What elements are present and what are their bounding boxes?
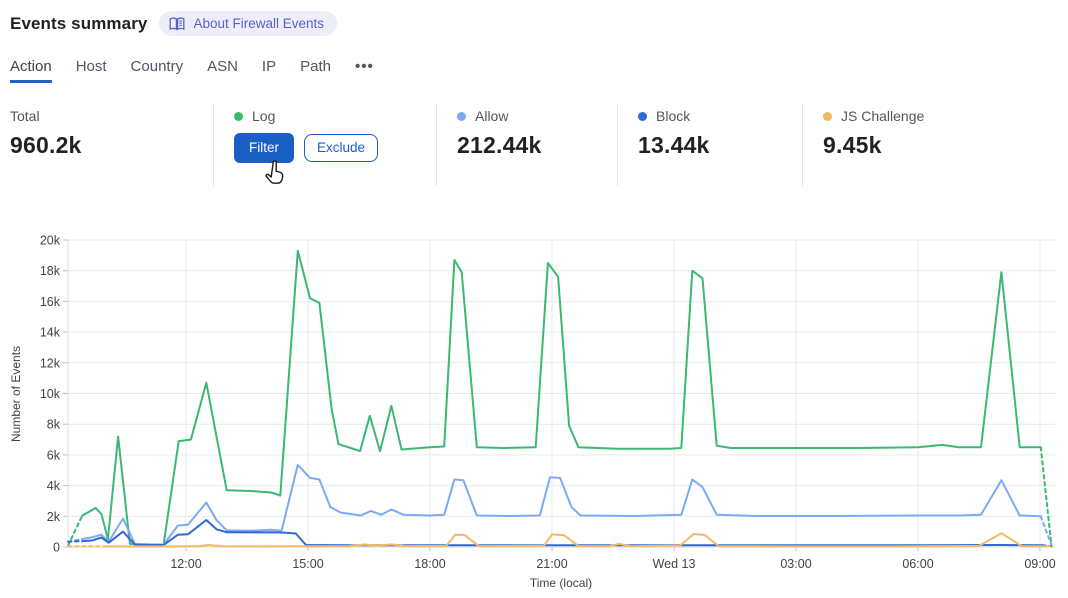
stat-allow[interactable]: Allow 212.44k [436, 104, 617, 186]
x-tick-label: 18:00 [414, 557, 445, 571]
series-allow-line [81, 463, 1042, 546]
series-block-dashed-segment [1041, 544, 1053, 548]
log-legend-dot-icon [234, 111, 243, 121]
series-js-challenge-line [103, 532, 1052, 548]
stat-total-value: 960.2k [10, 132, 82, 158]
y-tick-label: 0 [53, 541, 60, 555]
stat-js-challenge[interactable]: JS Challenge 9.45k [802, 104, 1068, 186]
y-tick-label: 20k [40, 234, 61, 248]
y-tick-label: 4k [47, 479, 61, 493]
series-log-line [81, 249, 1042, 546]
stat-total-header: Total [10, 108, 213, 124]
y-tick-label: 12k [40, 356, 61, 370]
tab-action[interactable]: Action [10, 58, 52, 83]
stat-log-header: Log [234, 108, 436, 124]
page-title: Events summary [10, 13, 148, 33]
js-challenge-legend-dot-icon [823, 111, 832, 121]
y-tick-label: 6k [47, 448, 61, 462]
y-tick-label: 14k [40, 326, 61, 340]
about-button-label: About Firewall Events [193, 16, 325, 31]
stat-allow-label: Allow [475, 108, 509, 124]
y-tick-label: 10k [40, 387, 61, 401]
tab-asn[interactable]: ASN [207, 58, 238, 75]
y-tick-label: 16k [40, 295, 61, 309]
book-icon [170, 16, 185, 30]
x-tick-label: 15:00 [292, 557, 323, 571]
x-axis-title: Time (local) [530, 576, 592, 590]
stat-js-challenge-header: JS Challenge [823, 108, 1068, 124]
about-firewall-events-button[interactable]: About Firewall Events [159, 11, 338, 36]
series-allow-dashed-segment [1039, 515, 1053, 546]
x-tick-label: 21:00 [536, 557, 567, 571]
y-tick-label: 2k [47, 510, 61, 524]
stat-total-label: Total [10, 108, 40, 124]
stat-block[interactable]: Block 13.44k [617, 104, 802, 186]
stat-block-value: 13.44k [638, 132, 710, 158]
cursor-hand-pointer-icon [263, 159, 289, 189]
series-log-dashed-segment [1039, 446, 1053, 547]
allow-legend-dot-icon [457, 111, 466, 121]
x-tick-label: 06:00 [902, 557, 933, 571]
block-legend-dot-icon [638, 111, 647, 121]
x-tick-label: 09:00 [1024, 557, 1055, 571]
x-tick-label: 03:00 [780, 557, 811, 571]
tab-path[interactable]: Path [300, 58, 331, 75]
series-block-line [81, 519, 1043, 547]
group-by-tabs: Action Host Country ASN IP Path ••• [10, 58, 374, 83]
stat-allow-header: Allow [457, 108, 617, 124]
filter-button[interactable]: Filter [234, 133, 294, 163]
log-actions: Filter Exclude [234, 133, 436, 163]
tabs-more-button[interactable]: ••• [354, 58, 374, 75]
stat-block-label: Block [656, 108, 691, 124]
exclude-button[interactable]: Exclude [304, 134, 379, 162]
y-tick-label: 8k [47, 418, 61, 432]
x-tick-label: 12:00 [170, 557, 201, 571]
page-header: Events summary About Firewall Events [10, 11, 338, 36]
y-axis-title: Number of Events [9, 346, 23, 442]
stat-log-label: Log [252, 108, 276, 124]
series-allow-dashed-segment [67, 538, 84, 543]
stat-js-challenge-label: JS Challenge [841, 108, 925, 124]
stat-total[interactable]: Total 960.2k [0, 104, 213, 186]
stat-allow-value: 212.44k [457, 132, 542, 158]
stat-log[interactable]: Log Filter Exclude [213, 104, 436, 186]
tab-country[interactable]: Country [130, 58, 184, 75]
tab-ip[interactable]: IP [261, 58, 277, 75]
stat-js-challenge-value: 9.45k [823, 132, 882, 158]
x-tick-label: Wed 13 [653, 557, 696, 571]
y-tick-label: 18k [40, 264, 61, 278]
stats-row: Total 960.2k Log Filter Exclude Allow 212.44k B… [0, 104, 1068, 186]
tab-host[interactable]: Host [75, 58, 107, 75]
series-log-dashed-segment [67, 514, 84, 547]
stat-block-header: Block [638, 108, 802, 124]
